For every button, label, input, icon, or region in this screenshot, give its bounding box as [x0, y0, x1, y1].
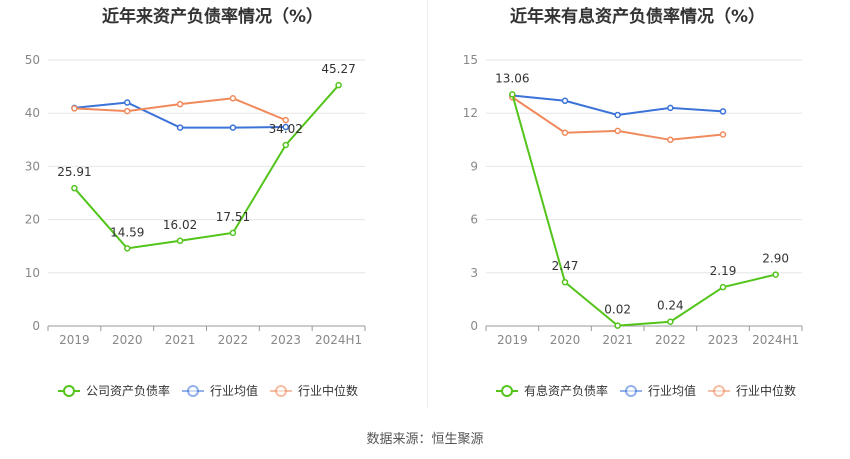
series-line [73, 84, 340, 250]
data-label: 2.19 [710, 264, 737, 278]
y-tick-label: 9 [470, 159, 478, 173]
data-point [719, 283, 727, 291]
data-point [176, 100, 184, 108]
y-tick-label: 10 [25, 266, 40, 280]
legend-item: 行业中位数 [270, 383, 358, 398]
data-point [772, 271, 779, 278]
legend-label: 有息资产负债率 [524, 383, 608, 398]
y-tick-label: 12 [463, 106, 478, 120]
x-tick-label: 2022 [655, 333, 686, 347]
data-label: 0.24 [657, 299, 684, 313]
data-point [124, 107, 131, 115]
legend-swatch-marker [625, 385, 637, 397]
right-chart-title: 近年来有息资产负债率情况（%） [509, 7, 766, 27]
legend-label: 行业中位数 [298, 383, 358, 398]
left-chart-title: 近年来资产负债率情况（%） [101, 7, 324, 27]
y-tick-label: 15 [463, 53, 478, 67]
data-point [124, 245, 131, 252]
data-point [124, 99, 131, 106]
data-point [335, 81, 342, 89]
legend-swatch-marker [501, 385, 513, 397]
x-tick-label: 2023 [708, 333, 739, 347]
y-tick-label: 30 [25, 159, 40, 173]
data-label: 13.06 [495, 71, 529, 85]
data-point [667, 318, 674, 325]
data-point [667, 104, 674, 112]
data-point [71, 184, 78, 192]
data-label: 16.02 [163, 218, 197, 232]
data-point [561, 278, 569, 286]
legend-item: 有息资产负债率 [496, 383, 608, 398]
legend-item: 行业均值 [182, 383, 258, 398]
data-label: 25.91 [57, 165, 91, 179]
x-tick-label: 2021 [165, 333, 196, 347]
legend-label: 行业均值 [210, 383, 258, 398]
data-point [614, 111, 621, 119]
y-tick-label: 0 [32, 319, 40, 333]
data-label: 0.02 [604, 303, 631, 317]
data-label: 2.47 [552, 259, 579, 273]
x-tick-label: 2021 [602, 333, 633, 347]
legend-label: 行业中位数 [736, 383, 796, 398]
x-tick-label: 2024H1 [315, 333, 362, 347]
data-point [229, 95, 237, 102]
data-point [176, 124, 184, 131]
data-point [667, 136, 674, 144]
data-label: 17.51 [216, 210, 250, 224]
data-point [561, 129, 569, 136]
data-point [229, 229, 237, 237]
y-tick-label: 6 [470, 213, 478, 227]
x-tick-label: 2023 [270, 333, 301, 347]
data-point [176, 237, 184, 245]
legend-swatch-marker [187, 385, 199, 397]
data-point [71, 105, 78, 112]
data-point [282, 116, 289, 124]
legend-swatch-marker [713, 385, 725, 397]
chart-divider [427, 0, 428, 408]
x-tick-label: 2019 [59, 333, 90, 347]
x-tick-label: 2024H1 [752, 333, 799, 347]
legend-label: 行业均值 [648, 383, 696, 398]
data-label: 45.27 [321, 62, 355, 76]
data-label: 14.59 [110, 225, 144, 239]
y-tick-label: 3 [470, 266, 478, 280]
data-label: 34.02 [269, 122, 303, 136]
y-tick-label: 0 [470, 319, 478, 333]
data-point [719, 108, 727, 115]
x-tick-label: 2019 [497, 333, 528, 347]
series-line [511, 94, 776, 327]
legend-item: 行业中位数 [708, 383, 796, 398]
legend-swatch-marker [275, 385, 287, 397]
legend-label: 公司资产负债率 [86, 383, 170, 398]
legend-item: 行业均值 [620, 383, 696, 398]
data-point [719, 131, 727, 138]
y-tick-label: 40 [25, 106, 40, 120]
legend-item: 公司资产负债率 [58, 383, 170, 398]
data-point [282, 123, 289, 131]
x-tick-label: 2022 [218, 333, 249, 347]
data-point [614, 322, 621, 329]
data-label: 2.90 [762, 252, 789, 266]
data-point [282, 141, 289, 149]
data-point [561, 97, 569, 105]
data-point [614, 127, 621, 135]
data-point [509, 91, 516, 98]
data-point [229, 124, 237, 131]
y-tick-label: 20 [25, 213, 40, 227]
x-tick-label: 2020 [550, 333, 581, 347]
legend-swatch-marker [63, 385, 75, 397]
data-source: 数据来源：恒生聚源 [366, 432, 484, 447]
y-tick-label: 50 [25, 53, 40, 67]
x-tick-label: 2020 [112, 333, 143, 347]
